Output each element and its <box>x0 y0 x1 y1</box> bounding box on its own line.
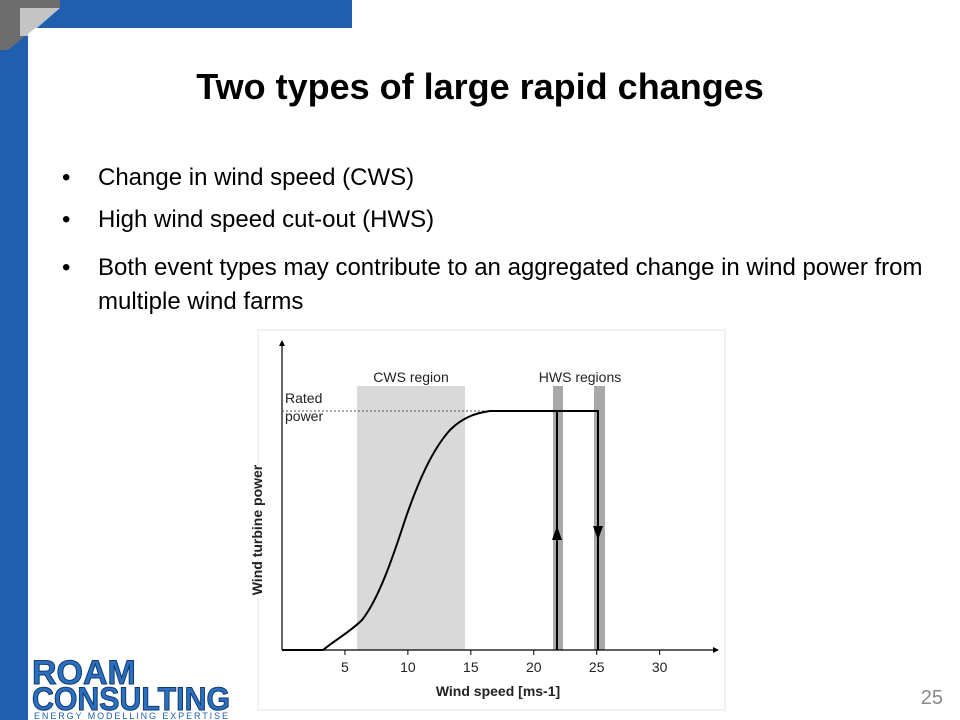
x-axis-label: Wind speed [ms-1] <box>436 683 560 699</box>
x-tick-label: 5 <box>341 659 349 675</box>
x-tick-label: 15 <box>463 659 479 675</box>
page-number: 25 <box>921 687 943 709</box>
figure-frame <box>257 329 726 711</box>
cws-band <box>357 386 465 650</box>
bullet: Both event types may contribute to an ag… <box>62 251 928 319</box>
logo-line1: ROAM <box>32 654 136 692</box>
x-tick-label: 20 <box>526 659 542 675</box>
y-axis-label: Wind turbine power <box>249 464 265 595</box>
x-tick-label: 25 <box>589 659 605 675</box>
cws-label: CWS region <box>373 369 448 385</box>
slide-title: Two types of large rapid changes <box>196 66 764 107</box>
logo-line2: CONSULTING <box>32 681 230 717</box>
arrow-down <box>593 526 603 540</box>
axis-arrow <box>279 340 285 346</box>
hws-label: HWS regions <box>539 369 621 385</box>
rated-label: Rated power <box>285 390 324 424</box>
hws-band <box>594 386 605 650</box>
power-curve <box>282 410 599 651</box>
x-tick-label: 30 <box>652 659 668 675</box>
logo: ROAM CONSULTING ENERGY MODELLING EXPERTI… <box>32 654 231 720</box>
bullet: High wind speed cut-out (HWS) <box>62 203 928 237</box>
x-tick-label: 10 <box>400 659 416 675</box>
corner-ornament <box>20 8 60 36</box>
arrow-up <box>552 526 562 540</box>
figure: CWS region HWS regions Wind speed [ms-1]… <box>249 340 719 699</box>
bullet: Change in wind speed (CWS) <box>62 161 928 195</box>
axis-arrow <box>713 647 719 653</box>
side-bar <box>0 0 28 720</box>
logo-tagline: ENERGY MODELLING EXPERTISE <box>34 711 228 720</box>
